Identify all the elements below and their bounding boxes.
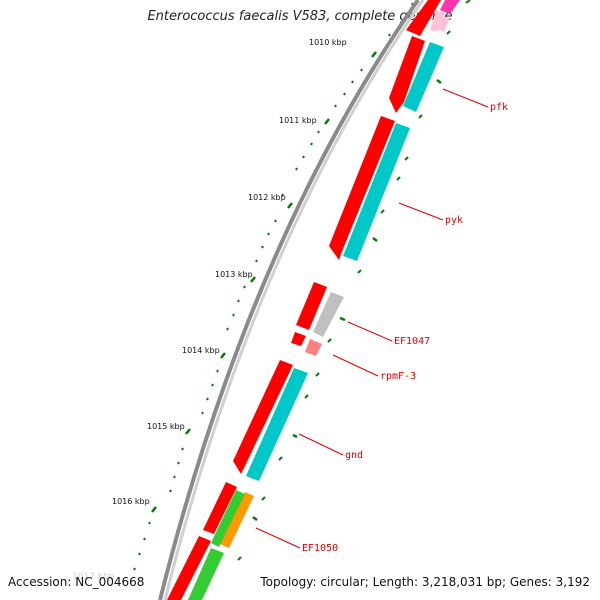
genome-info-text: Topology: circular; Length: 3,218,031 bp…	[260, 575, 590, 589]
scale-major-ticks	[151, 51, 377, 513]
reverse-genes	[246, 42, 444, 481]
gene-label-rpmf3: rpmF-3	[380, 371, 416, 382]
kbp-label: 1014 kbp	[182, 346, 220, 355]
gene-arrow	[291, 332, 306, 346]
callout-lines	[255, 88, 489, 549]
gene-arrow	[403, 42, 444, 112]
gene-label-ef1047: EF1047	[394, 336, 430, 347]
gene-arrow	[203, 482, 237, 534]
gene-arrow	[406, 0, 441, 36]
kbp-label: 1016 kbp	[112, 497, 150, 506]
gene-arrow-ef1047	[313, 292, 344, 337]
gene-arrow	[211, 490, 245, 547]
genome-backbone	[158, 0, 420, 600]
forward-genes	[167, 0, 441, 600]
kbp-label: 1011 kbp	[279, 116, 317, 125]
gene-label-pfk: pfk	[490, 102, 508, 113]
gene-arrow-gnd	[233, 360, 293, 474]
gene-label-gnd: gnd	[345, 450, 363, 461]
gene-arrow	[343, 123, 410, 261]
gene-arrow	[167, 536, 211, 600]
kbp-label: 1013 kbp	[215, 270, 253, 279]
gene-arrow	[246, 368, 308, 481]
gene-arrow	[188, 548, 224, 600]
gene-arrow-pfk	[389, 36, 425, 113]
other-genes	[188, 0, 460, 600]
map-title: Enterococcus faecalis V583, complete gen…	[147, 9, 453, 24]
gene-arrow	[434, 16, 450, 32]
gene-arrow-pyk	[329, 116, 395, 260]
gene-label-ef1050: EF1050	[302, 543, 338, 554]
gene-arrow	[296, 282, 327, 330]
kbp-label: 1010 kbp	[309, 38, 347, 47]
faded-kbp-label: 1017 kbp	[72, 572, 115, 582]
gene-arrow-ef1050	[220, 492, 254, 548]
gene-arrow	[440, 0, 460, 14]
scale-minor-ticks	[133, 0, 471, 571]
kbp-labels: 1010 kbp 1011 kbp 1012 kbp 1013 kbp 1014…	[112, 38, 347, 506]
inner-ticks	[237, 30, 451, 561]
kbp-label: 1012 kbp	[248, 193, 286, 202]
gene-label-pyk: pyk	[445, 215, 463, 226]
genome-backbone-highlight	[163, 0, 425, 600]
accession-text: Accession: NC_004668	[8, 575, 145, 589]
gene-labels: pfk pyk EF1047 rpmF-3 gnd EF1050	[302, 102, 508, 554]
gene-arrow-rpmf3	[305, 339, 322, 356]
kbp-label: 1015 kbp	[147, 422, 185, 431]
